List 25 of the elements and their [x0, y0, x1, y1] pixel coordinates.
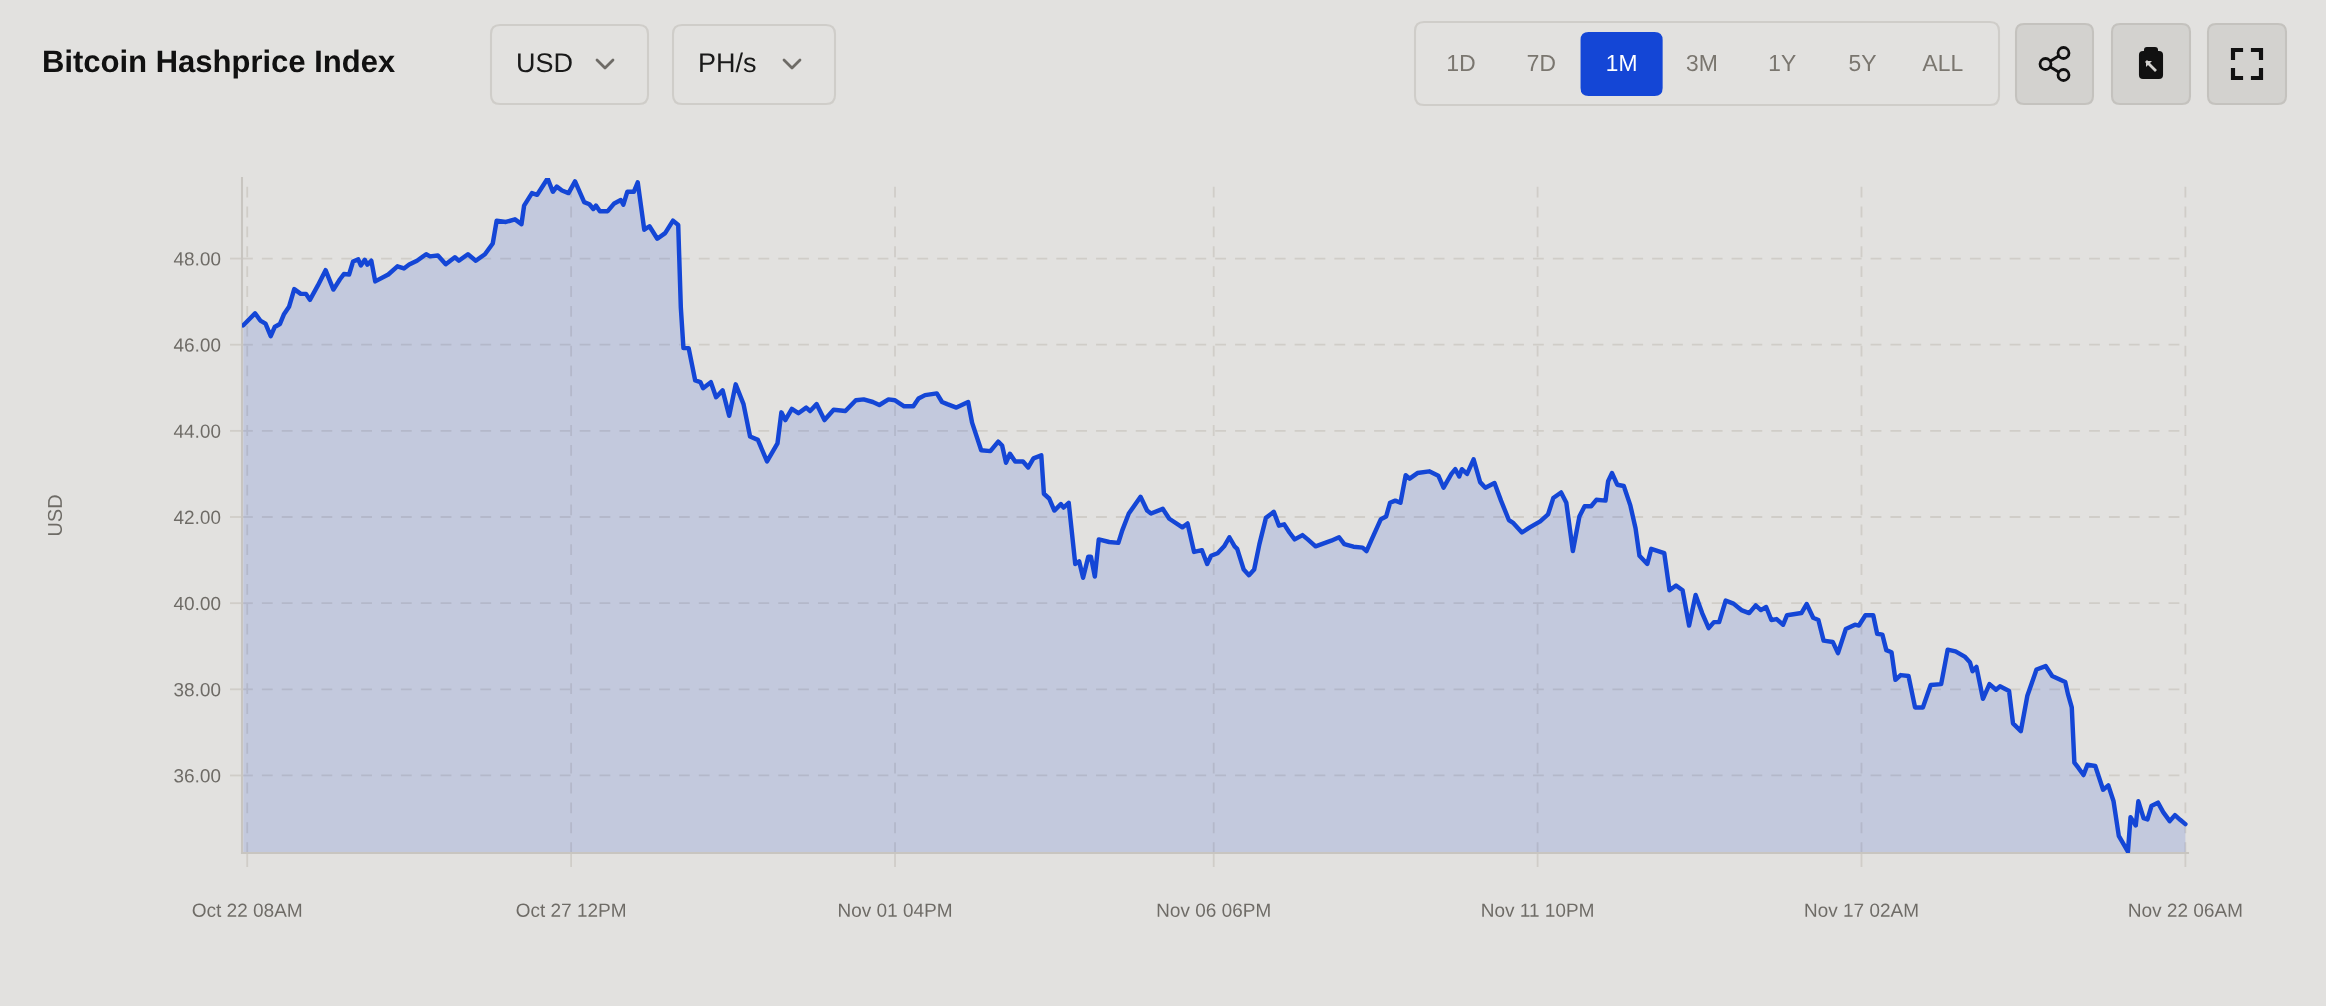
y-tick-label: 38.00 — [174, 682, 221, 697]
y-tick-label: 46.00 — [173, 338, 221, 352]
text: PH/s — [700, 52, 756, 73]
x-tick-label: Nov 06 06PM — [1157, 903, 1270, 917]
x-tick-label: Nov 01 04PM — [839, 903, 952, 917]
y-tick-label: 44.00 — [173, 424, 221, 438]
x-tick-label: Nov 11 10PM — [1482, 903, 1593, 917]
y-tick-label: 48.00 — [173, 252, 221, 266]
chart-title: Bitcoin Hashprice Index — [44, 49, 395, 79]
text: 1M — [1607, 55, 1636, 71]
text: ALL — [1922, 55, 1963, 71]
x-tick-label: Oct 27 12PM — [516, 903, 626, 917]
y-tick-label: 36.00 — [174, 769, 221, 783]
text: 5Y — [1849, 55, 1877, 72]
text: USD — [47, 495, 63, 536]
x-tick-label: Nov 22 06AM — [2129, 903, 2242, 917]
text: 3M — [1686, 54, 1716, 72]
x-tick-label: Oct 22 08AM — [192, 903, 302, 917]
y-axis-title: USD — [518, 53, 572, 73]
y-tick-label: 40.00 — [173, 596, 221, 611]
y-tick-label: 42.00 — [173, 510, 221, 525]
text: 1D — [1448, 55, 1475, 71]
text: 7D — [1527, 55, 1555, 71]
text: 1Y — [1769, 55, 1796, 71]
x-tick-label: Nov 17 02AM — [1805, 903, 1918, 917]
